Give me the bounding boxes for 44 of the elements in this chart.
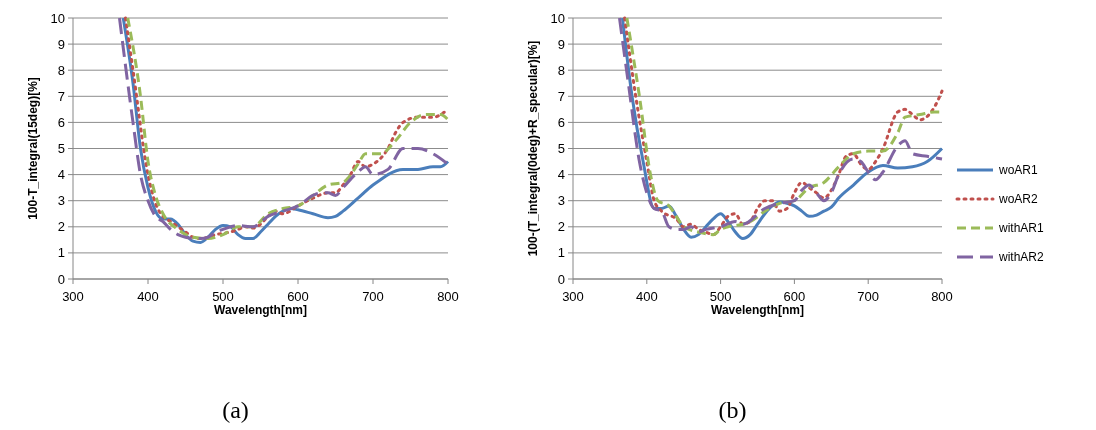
legend-label: woAR1 — [998, 163, 1039, 178]
y-tick-label: 8 — [557, 62, 565, 78]
x-axis-title: Wavelength[nm] — [214, 303, 307, 317]
x-axis-title: Wavelength[nm] — [711, 303, 804, 317]
y-axis-title: 100-(T_integral(0deg)+R_specular)[%] — [526, 40, 540, 257]
x-tick-label: 700 — [857, 289, 880, 304]
y-tick-label: 1 — [557, 245, 565, 261]
y-tick-label: 6 — [57, 114, 65, 130]
y-tick-label: 5 — [57, 141, 65, 157]
x-tick-label: 300 — [62, 289, 84, 304]
y-tick-label: 9 — [57, 36, 65, 52]
y-tick-label: 2 — [57, 219, 65, 235]
text: (a) — [222, 397, 249, 423]
x-tick-label: 800 — [437, 289, 459, 304]
legend-label: withAR2 — [998, 250, 1045, 265]
y-tick-label: 0 — [57, 271, 65, 287]
legend-label: withAR1 — [998, 221, 1045, 236]
x-tick-label: 500 — [709, 289, 732, 304]
x-tick-label: 400 — [635, 289, 658, 304]
y-tick-label: 10 — [50, 10, 65, 26]
y-tick-label: 2 — [557, 219, 565, 235]
y-tick-label: 3 — [557, 193, 565, 209]
x-tick-label: 300 — [562, 289, 584, 304]
x-tick-label: 700 — [362, 289, 384, 304]
y-tick-label: 7 — [57, 88, 65, 104]
x-tick-label: 600 — [287, 289, 309, 304]
y-tick-label: 1 — [57, 245, 65, 261]
y-tick-label: 9 — [557, 36, 565, 52]
x-tick-label: 500 — [212, 289, 234, 304]
text: (b) — [718, 397, 747, 423]
x-tick-label: 400 — [137, 289, 159, 304]
legend-label: woAR2 — [998, 192, 1039, 207]
y-tick-label: 7 — [557, 88, 565, 104]
y-tick-label: 8 — [57, 62, 65, 78]
x-tick-label: 800 — [931, 289, 953, 304]
y-tick-label: 6 — [557, 114, 565, 130]
y-tick-label: 5 — [557, 141, 565, 157]
y-tick-label: 3 — [57, 193, 65, 209]
y-tick-label: 10 — [550, 10, 565, 26]
y-tick-label: 4 — [557, 167, 565, 183]
y-axis-title: 100-T_integral(15deg)[%] — [26, 77, 40, 220]
y-tick-label: 4 — [57, 167, 65, 183]
x-tick-label: 600 — [783, 289, 806, 304]
y-tick-label: 0 — [557, 271, 565, 287]
